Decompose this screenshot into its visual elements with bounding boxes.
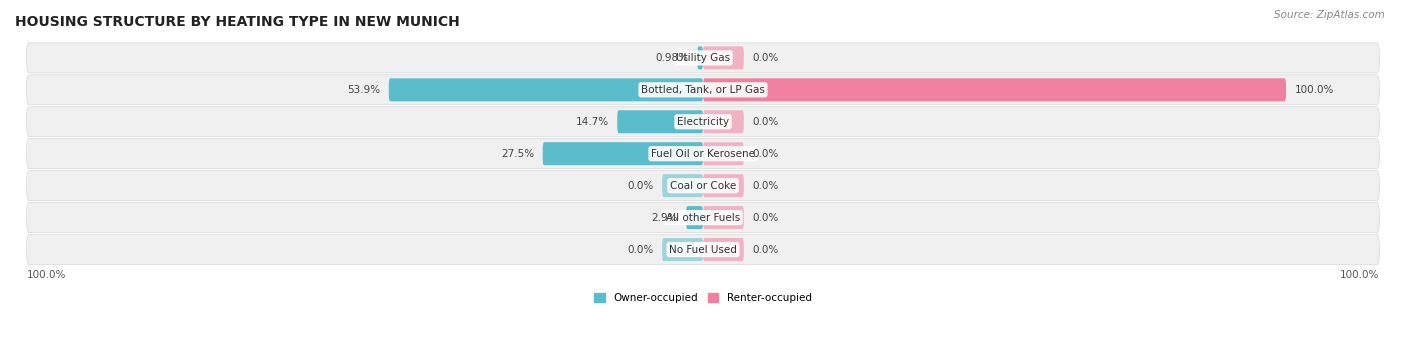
Text: 0.0%: 0.0% <box>627 244 654 254</box>
Text: 53.9%: 53.9% <box>347 85 380 95</box>
Text: 0.0%: 0.0% <box>752 244 779 254</box>
Text: 27.5%: 27.5% <box>501 149 534 159</box>
FancyBboxPatch shape <box>543 142 703 165</box>
Text: Bottled, Tank, or LP Gas: Bottled, Tank, or LP Gas <box>641 85 765 95</box>
Text: 100.0%: 100.0% <box>27 270 66 280</box>
Text: 0.98%: 0.98% <box>655 53 689 63</box>
FancyBboxPatch shape <box>27 203 1379 233</box>
Text: HOUSING STRUCTURE BY HEATING TYPE IN NEW MUNICH: HOUSING STRUCTURE BY HEATING TYPE IN NEW… <box>15 15 460 29</box>
Text: 2.9%: 2.9% <box>651 212 678 223</box>
FancyBboxPatch shape <box>27 43 1379 73</box>
FancyBboxPatch shape <box>388 78 703 101</box>
Text: Utility Gas: Utility Gas <box>676 53 730 63</box>
Text: 14.7%: 14.7% <box>575 117 609 127</box>
FancyBboxPatch shape <box>703 238 744 261</box>
Text: Fuel Oil or Kerosene: Fuel Oil or Kerosene <box>651 149 755 159</box>
FancyBboxPatch shape <box>617 110 703 133</box>
Text: 0.0%: 0.0% <box>752 181 779 191</box>
Text: 0.0%: 0.0% <box>627 181 654 191</box>
FancyBboxPatch shape <box>27 235 1379 265</box>
Text: No Fuel Used: No Fuel Used <box>669 244 737 254</box>
Text: 0.0%: 0.0% <box>752 212 779 223</box>
Text: 100.0%: 100.0% <box>1295 85 1334 95</box>
FancyBboxPatch shape <box>703 206 744 229</box>
FancyBboxPatch shape <box>703 110 744 133</box>
Legend: Owner-occupied, Renter-occupied: Owner-occupied, Renter-occupied <box>591 289 815 307</box>
FancyBboxPatch shape <box>662 238 703 261</box>
FancyBboxPatch shape <box>703 78 1286 101</box>
FancyBboxPatch shape <box>703 142 744 165</box>
FancyBboxPatch shape <box>662 174 703 197</box>
Text: 0.0%: 0.0% <box>752 53 779 63</box>
Text: 100.0%: 100.0% <box>1340 270 1379 280</box>
FancyBboxPatch shape <box>697 46 703 69</box>
FancyBboxPatch shape <box>703 174 744 197</box>
FancyBboxPatch shape <box>686 206 703 229</box>
Text: All other Fuels: All other Fuels <box>666 212 740 223</box>
Text: 0.0%: 0.0% <box>752 117 779 127</box>
FancyBboxPatch shape <box>27 107 1379 137</box>
Text: Electricity: Electricity <box>676 117 730 127</box>
Text: Source: ZipAtlas.com: Source: ZipAtlas.com <box>1274 10 1385 20</box>
FancyBboxPatch shape <box>703 46 744 69</box>
FancyBboxPatch shape <box>27 139 1379 169</box>
Text: Coal or Coke: Coal or Coke <box>669 181 737 191</box>
Text: 0.0%: 0.0% <box>752 149 779 159</box>
FancyBboxPatch shape <box>27 170 1379 201</box>
FancyBboxPatch shape <box>27 75 1379 105</box>
